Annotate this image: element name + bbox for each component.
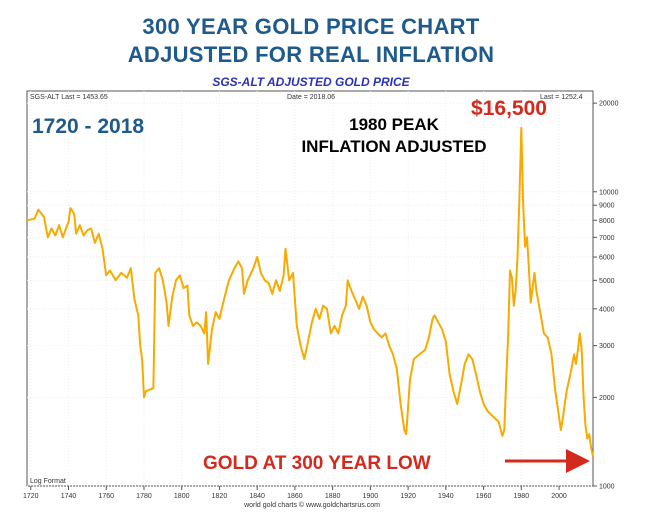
peak-label-line-2: INFLATION ADJUSTED xyxy=(301,137,486,156)
y-tick-label: 4000 xyxy=(599,306,615,313)
x-tick-label: 2000 xyxy=(551,493,567,500)
x-tick-label: 1940 xyxy=(438,493,454,500)
y-tick-label: 8000 xyxy=(599,218,615,225)
x-tick-label: 1980 xyxy=(514,493,530,500)
x-tick-label: 1960 xyxy=(476,493,492,500)
chart-subtitle: SGS-ALT ADJUSTED GOLD PRICE xyxy=(212,75,410,89)
y-tick-label: 9000 xyxy=(599,203,615,210)
log-format-label: Log Format xyxy=(30,478,66,485)
gridlines xyxy=(27,91,593,487)
y-axis-ticks: 1000 2000 3000 4000 5000 6000 7000 8000 9000 1000… xyxy=(593,101,619,491)
last-value-label: Last = 1252.4 xyxy=(540,94,583,101)
y-tick-label: 6000 xyxy=(599,255,615,262)
peak-value-label: $16,500 xyxy=(471,97,547,120)
x-tick-label: 1880 xyxy=(325,493,341,500)
y-tick-label: 1000 xyxy=(599,484,615,491)
y-tick-label: 5000 xyxy=(599,278,615,285)
y-tick-label: 10000 xyxy=(599,189,619,196)
chart-credit: world gold charts © www.goldchartsrus.co… xyxy=(243,501,380,509)
y-tick-label: 3000 xyxy=(599,343,615,350)
x-tick-label: 1760 xyxy=(98,493,114,500)
x-tick-label: 1820 xyxy=(212,493,228,500)
x-tick-label: 1800 xyxy=(174,493,190,500)
x-tick-label: 1900 xyxy=(363,493,379,500)
x-tick-label: 1720 xyxy=(23,493,39,500)
peak-label-line-1: 1980 PEAK xyxy=(349,115,439,134)
y-tick-label: 7000 xyxy=(599,235,615,242)
year-range-label: 1720 - 2018 xyxy=(32,115,144,138)
series-last-label: SGS-ALT Last = 1453.65 xyxy=(30,94,108,101)
y-tick-label: 20000 xyxy=(599,101,619,108)
x-tick-label: 1740 xyxy=(61,493,77,500)
chart-title-line-1: 300 YEAR GOLD PRICE CHART xyxy=(142,14,480,39)
date-label: Date = 2018.06 xyxy=(287,94,335,101)
x-axis-ticks: 1720 1740 1760 1780 1800 1820 1840 1860 1880 1900… xyxy=(23,486,567,500)
plot-frame xyxy=(26,90,594,487)
x-tick-label: 1840 xyxy=(249,493,265,500)
x-tick-label: 1920 xyxy=(400,493,416,500)
gold-price-line xyxy=(26,126,594,457)
chart-title-line-2: ADJUSTED FOR REAL INFLATION xyxy=(127,42,495,67)
low-note-label: GOLD AT 300 YEAR LOW xyxy=(203,453,431,474)
x-tick-label: 1860 xyxy=(287,493,303,500)
y-tick-label: 2000 xyxy=(599,395,615,402)
x-tick-label: 1780 xyxy=(136,493,152,500)
